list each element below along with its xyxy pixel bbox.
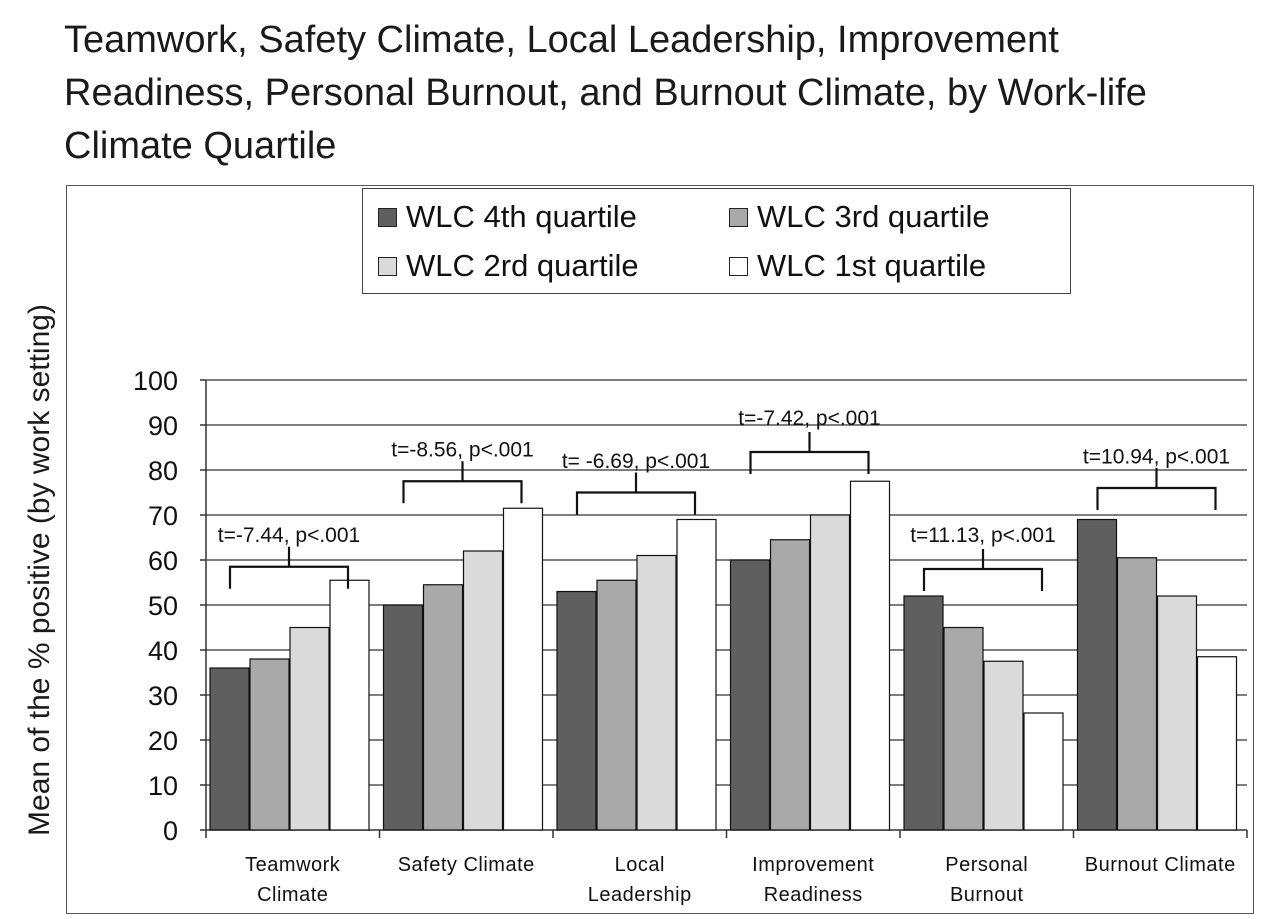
x-tick-label: Safety Climate bbox=[398, 854, 535, 876]
x-tick-label: Burnout bbox=[950, 884, 1024, 906]
x-tick-label: Readiness bbox=[764, 884, 863, 906]
y-tick-label: 30 bbox=[148, 681, 178, 711]
bar bbox=[289, 626, 330, 831]
bar bbox=[329, 579, 370, 831]
bar bbox=[636, 554, 677, 831]
significance-bracket bbox=[1096, 468, 1217, 510]
x-tick-label: Burnout Climate bbox=[1085, 854, 1236, 876]
bar bbox=[729, 559, 771, 831]
legend: WLC 4th quartile WLC 3rd quartile WLC 2r… bbox=[362, 188, 1071, 294]
x-tick-label: Climate bbox=[257, 884, 328, 906]
legend-swatch-3rd bbox=[729, 207, 748, 227]
bar bbox=[676, 518, 717, 831]
x-tick-label: Teamwork bbox=[245, 854, 341, 876]
bar bbox=[849, 480, 891, 831]
y-tick-label: 60 bbox=[148, 546, 178, 576]
bar bbox=[382, 604, 424, 831]
y-tick-label: 70 bbox=[148, 501, 178, 531]
legend-label-4th: WLC 4th quartile bbox=[406, 199, 637, 234]
bar bbox=[903, 595, 944, 831]
legend-item-3rd: WLC 3rd quartile bbox=[729, 199, 990, 235]
chart-title-line-1: Teamwork, Safety Climate, Local Leadersh… bbox=[64, 19, 1059, 61]
legend-swatch-1st bbox=[729, 256, 748, 276]
annotation-label: t=-7.44, p<.001 bbox=[218, 524, 360, 547]
bar bbox=[596, 579, 637, 831]
annotation-label: t=10.94, p<.001 bbox=[1083, 445, 1230, 468]
chart-title-line-2: Readiness, Personal Burnout, and Burnout… bbox=[64, 72, 1147, 114]
bar bbox=[249, 658, 290, 831]
legend-label-1st: WLC 1st quartile bbox=[757, 248, 987, 283]
bar bbox=[556, 590, 597, 831]
legend-label-3rd: WLC 3rd quartile bbox=[757, 199, 990, 234]
bar bbox=[943, 626, 984, 831]
x-tick-label: Local bbox=[615, 854, 665, 876]
y-tick-label: 40 bbox=[148, 636, 178, 666]
chart-title: Teamwork, Safety Climate, Local Leadersh… bbox=[64, 14, 1264, 173]
bar bbox=[422, 584, 464, 831]
annotation-label: t= -6.69, p<.001 bbox=[562, 450, 710, 473]
bar bbox=[1076, 518, 1118, 831]
bar bbox=[462, 550, 504, 831]
x-tick-label: Personal bbox=[945, 854, 1028, 876]
y-tick-label: 10 bbox=[148, 771, 178, 801]
legend-swatch-4th bbox=[378, 207, 397, 227]
x-tick-label: Improvement bbox=[752, 854, 874, 876]
bar bbox=[983, 660, 1024, 831]
legend-item-4th: WLC 4th quartile bbox=[378, 199, 637, 235]
legend-label-2rd: WLC 2rd quartile bbox=[406, 248, 639, 283]
bar bbox=[769, 539, 811, 831]
y-tick-label: 80 bbox=[148, 456, 178, 486]
legend-item-2rd: WLC 2rd quartile bbox=[378, 248, 639, 284]
bar bbox=[1116, 557, 1158, 831]
bar bbox=[1196, 656, 1238, 831]
y-tick-label: 50 bbox=[148, 591, 178, 621]
y-tick-label: 90 bbox=[148, 411, 178, 441]
annotation-label: t=-8.56, p<.001 bbox=[391, 439, 533, 462]
significance-bracket bbox=[402, 461, 523, 504]
chart-title-line-3: Climate Quartile bbox=[64, 125, 337, 167]
annotation-label: t=-7.42, p<.001 bbox=[738, 407, 880, 430]
significance-bracket bbox=[575, 472, 697, 515]
legend-item-1st: WLC 1st quartile bbox=[729, 248, 986, 284]
y-tick-label: 20 bbox=[148, 726, 178, 756]
bar bbox=[1023, 712, 1064, 831]
y-tick-label: 100 bbox=[133, 366, 178, 396]
y-tick-label: 0 bbox=[163, 816, 178, 846]
bar bbox=[809, 514, 851, 831]
x-tick-label: Leadership bbox=[588, 884, 692, 906]
bar bbox=[209, 667, 250, 831]
bar bbox=[502, 507, 544, 831]
significance-bracket bbox=[749, 432, 870, 474]
chart-frame bbox=[66, 185, 1254, 914]
annotation-label: t=11.13, p<.001 bbox=[910, 524, 1056, 547]
significance-bracket bbox=[228, 546, 350, 589]
bar bbox=[1156, 595, 1198, 831]
significance-bracket bbox=[922, 549, 1044, 591]
legend-swatch-2rd bbox=[378, 256, 397, 276]
